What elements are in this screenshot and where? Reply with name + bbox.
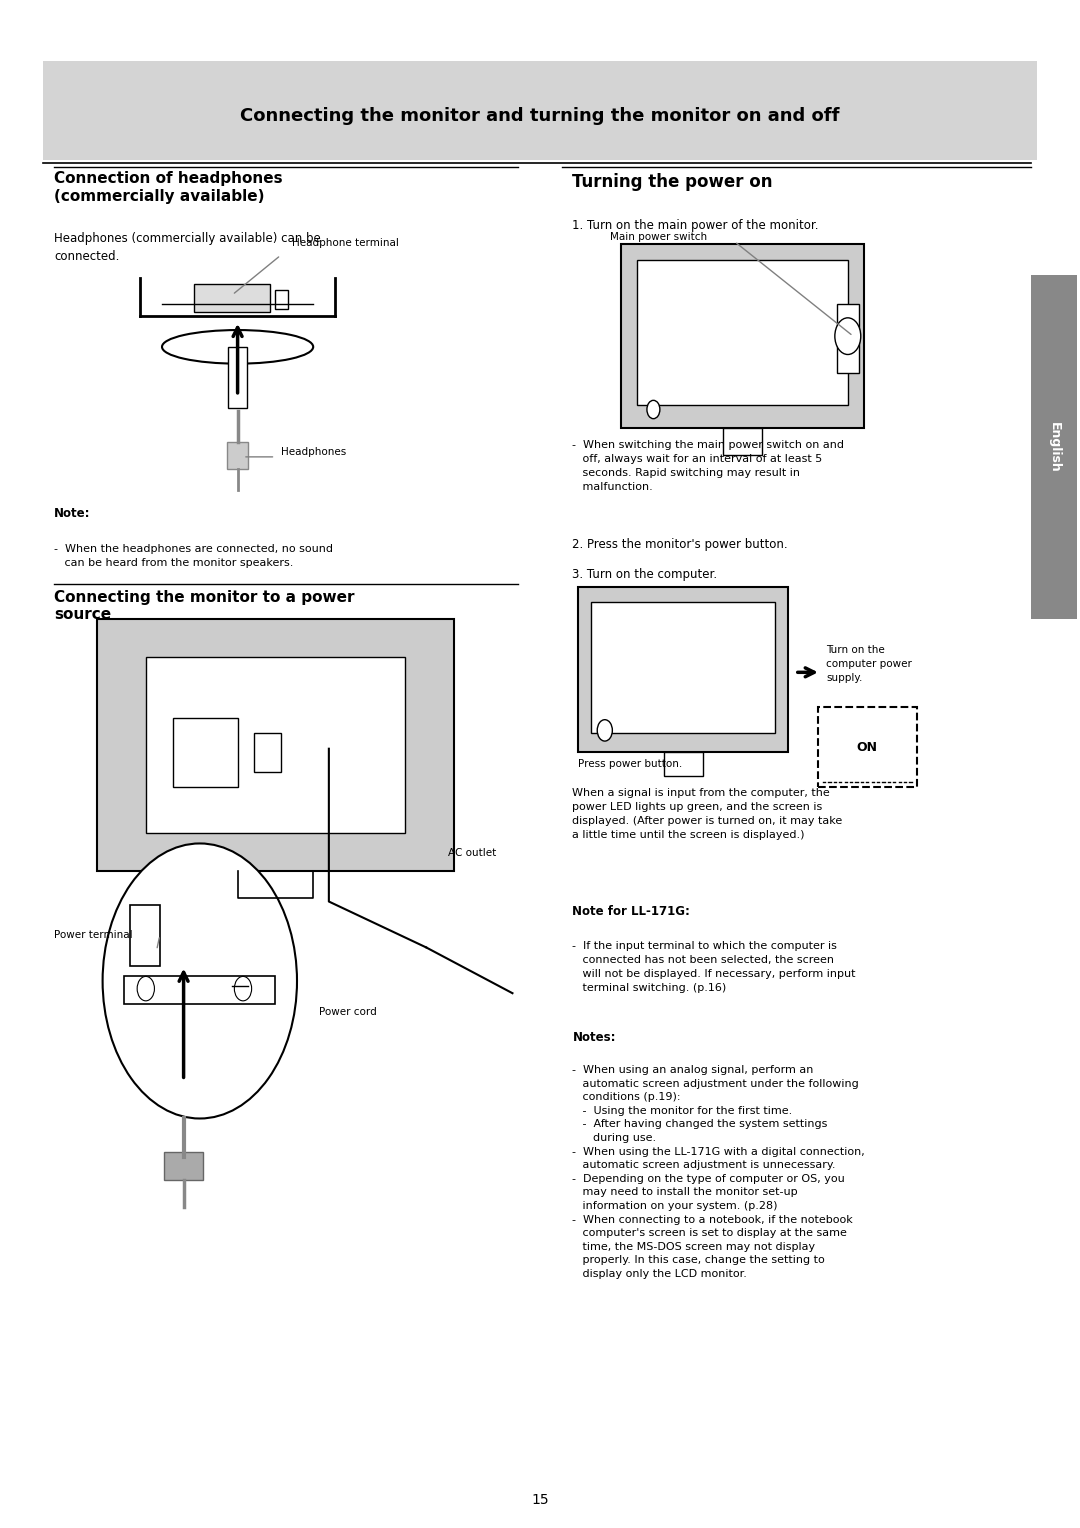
Text: Main power switch: Main power switch	[610, 232, 707, 243]
Text: Connecting the monitor to a power
source: Connecting the monitor to a power source	[54, 590, 354, 622]
Text: Note:: Note:	[54, 507, 91, 521]
Bar	[124, 976, 275, 1004]
Text: AC outlet: AC outlet	[448, 848, 497, 857]
Bar	[254, 733, 281, 772]
Bar	[227, 442, 248, 469]
Text: When a signal is input from the computer, the
power LED lights up green, and the: When a signal is input from the computer…	[572, 788, 842, 840]
Bar	[130, 905, 160, 966]
Text: Headphone terminal: Headphone terminal	[292, 237, 399, 248]
FancyBboxPatch shape	[43, 61, 1037, 160]
Text: Notes:: Notes:	[572, 1031, 616, 1045]
Text: Connecting the monitor and turning the monitor on and off: Connecting the monitor and turning the m…	[240, 107, 840, 125]
Circle shape	[597, 720, 612, 741]
Text: 15: 15	[531, 1493, 549, 1508]
Circle shape	[137, 976, 154, 1001]
Bar	[637, 260, 848, 405]
Text: Press power button.: Press power button.	[578, 759, 683, 770]
FancyBboxPatch shape	[818, 707, 917, 787]
Bar	[591, 602, 775, 733]
Bar	[97, 619, 454, 871]
Text: Turn on the
computer power
supply.: Turn on the computer power supply.	[826, 645, 913, 683]
Text: 1. Turn on the main power of the monitor.: 1. Turn on the main power of the monitor…	[572, 219, 819, 232]
Bar	[724, 428, 762, 455]
Text: Power cord: Power cord	[319, 1007, 376, 1016]
Bar	[621, 244, 864, 428]
Circle shape	[835, 318, 861, 354]
Bar	[194, 284, 270, 312]
Ellipse shape	[162, 330, 313, 364]
Text: Power terminal: Power terminal	[54, 931, 133, 940]
Circle shape	[103, 843, 297, 1118]
Bar	[621, 244, 864, 428]
Text: Connection of headphones
(commercially available): Connection of headphones (commercially a…	[54, 171, 283, 203]
Bar	[275, 290, 288, 309]
Text: English: English	[1048, 422, 1061, 474]
Text: Turning the power on: Turning the power on	[572, 173, 773, 191]
Bar	[173, 718, 238, 787]
Text: 2. Press the monitor's power button.: 2. Press the monitor's power button.	[572, 538, 788, 552]
Bar	[578, 587, 788, 752]
Text: -  When using an analog signal, perform an
   automatic screen adjustment under : - When using an analog signal, perform a…	[572, 1065, 865, 1279]
Bar	[837, 304, 859, 373]
Bar	[164, 1152, 203, 1180]
Circle shape	[234, 976, 252, 1001]
Circle shape	[647, 400, 660, 419]
Text: Note for LL-171G:: Note for LL-171G:	[572, 905, 690, 918]
Text: Headphones (commercially available) can be
connected.: Headphones (commercially available) can …	[54, 232, 321, 263]
Text: 3. Turn on the computer.: 3. Turn on the computer.	[572, 568, 717, 582]
FancyBboxPatch shape	[1031, 275, 1077, 619]
Text: Headphones: Headphones	[281, 448, 346, 457]
Text: -  If the input terminal to which the computer is
   connected has not been sele: - If the input terminal to which the com…	[572, 941, 855, 993]
Text: -  When switching the main power switch on and
   off, always wait for an interv: - When switching the main power switch o…	[572, 440, 845, 492]
Bar	[663, 752, 703, 776]
Bar	[578, 587, 788, 752]
Text: -  When the headphones are connected, no sound
   can be heard from the monitor : - When the headphones are connected, no …	[54, 544, 333, 568]
Bar	[146, 657, 405, 833]
Text: ON: ON	[856, 741, 878, 753]
Bar	[228, 347, 247, 408]
